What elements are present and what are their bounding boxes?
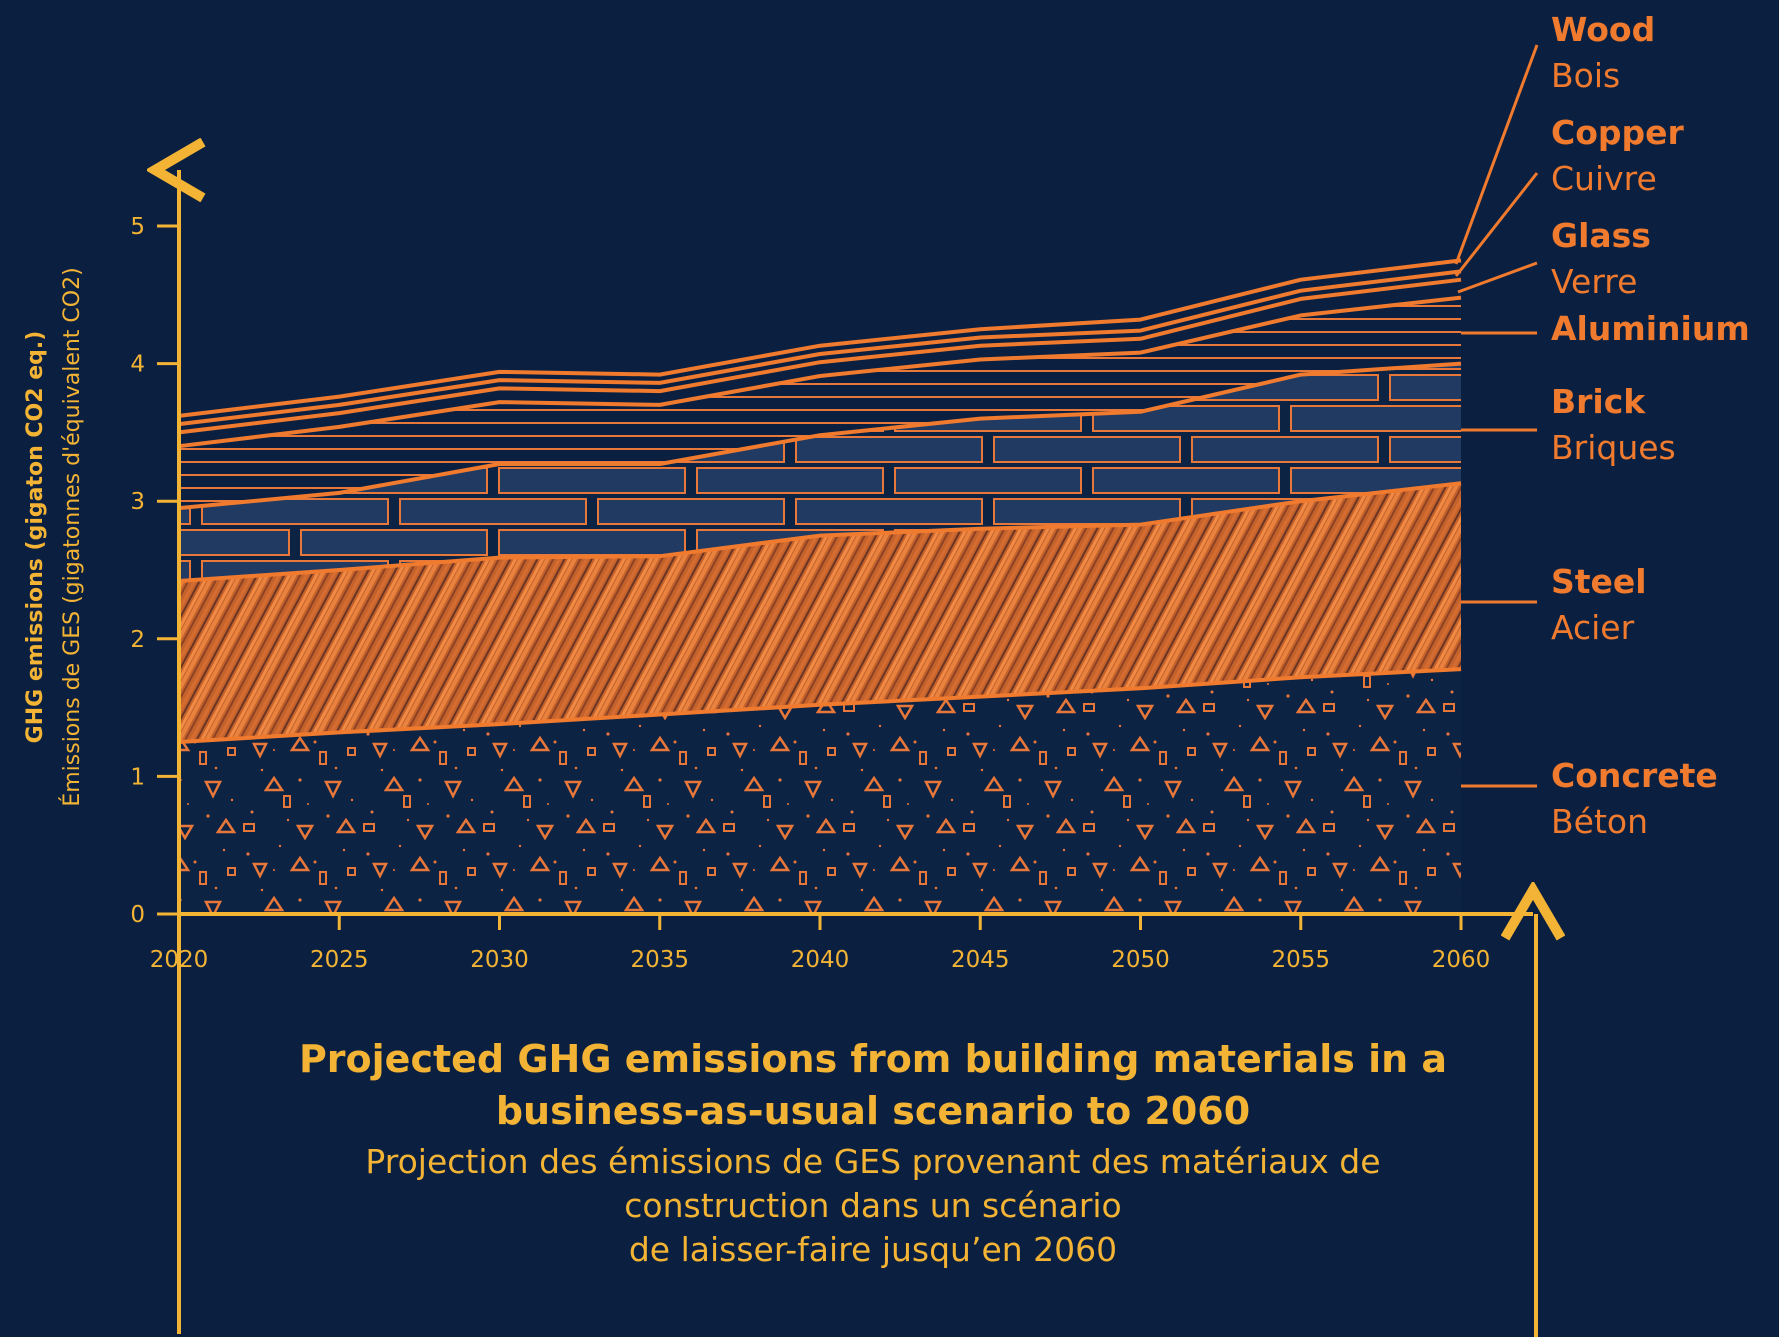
series-line-aluminium [178, 295, 1462, 449]
series-line-copper [178, 269, 1462, 427]
legend-leader-glass [1457, 261, 1538, 294]
area-concrete [179, 669, 1461, 914]
series-line-wood [178, 258, 1462, 418]
legend-label-aluminium: Aluminium [1551, 309, 1750, 348]
series-line-brick [178, 361, 1462, 511]
series-line-steel [178, 481, 1462, 583]
chart-title-en-line: business-as-usual scenario to 2060 [496, 1089, 1250, 1133]
chart-title-en-line: Projected GHG emissions from building ma… [299, 1037, 1447, 1081]
x-tick-label: 2020 [150, 947, 209, 973]
x-tick-label: 2035 [630, 947, 689, 973]
series-line-concrete [178, 667, 1462, 744]
legend-label-fr-concrete: Béton [1551, 802, 1648, 841]
legend-label-copper: Copper [1551, 113, 1685, 152]
x-tick-label: 2050 [1111, 947, 1170, 973]
y-tick-label: 4 [130, 352, 145, 378]
x-tick-label: 2045 [951, 947, 1010, 973]
chart-title-fr-line: de laisser-faire jusqu’en 2060 [629, 1230, 1117, 1269]
x-tick-label: 2060 [1432, 947, 1491, 973]
legend-label-fr-copper: Cuivre [1551, 159, 1657, 198]
area-brick [179, 363, 1461, 581]
y-tick-label: 0 [130, 902, 145, 928]
legend-label-brick: Brick [1551, 382, 1646, 421]
legend-leader-wood [1454, 44, 1539, 265]
y-axis-title-en: GHG emissions (gigaton CO2 eq.) [23, 331, 48, 744]
chart-title-fr-line: Projection des émissions de GES provenan… [365, 1142, 1380, 1181]
area-aluminium [179, 297, 1461, 509]
legend-label-fr-brick: Briques [1551, 428, 1676, 467]
legend-label-glass: Glass [1551, 216, 1651, 255]
legend-label-concrete: Concrete [1551, 756, 1718, 795]
y-axis-title-fr: Émissions de GES (gigatonnes d'équivalen… [59, 267, 85, 806]
legend-label-wood: Wood [1551, 10, 1655, 49]
y-tick-label: 3 [130, 489, 145, 515]
area-steel [179, 483, 1461, 742]
y-tick-label: 1 [130, 764, 145, 790]
legend-label-steel: Steel [1551, 562, 1647, 601]
legend-label-fr-steel: Acier [1551, 608, 1635, 647]
y-tick-label: 2 [130, 627, 145, 653]
series-line-glass [178, 277, 1462, 435]
y-tick-label: 5 [130, 214, 145, 240]
legend-label-fr-glass: Verre [1551, 262, 1637, 301]
legend-label-fr-wood: Bois [1551, 56, 1620, 95]
x-tick-label: 2030 [470, 947, 529, 973]
x-tick-label: 2055 [1271, 947, 1330, 973]
x-tick-label: 2025 [310, 947, 369, 973]
chart-title-fr-line: construction dans un scénario [624, 1186, 1122, 1225]
legend-leader-copper [1454, 172, 1539, 277]
x-tick-label: 2040 [791, 947, 850, 973]
